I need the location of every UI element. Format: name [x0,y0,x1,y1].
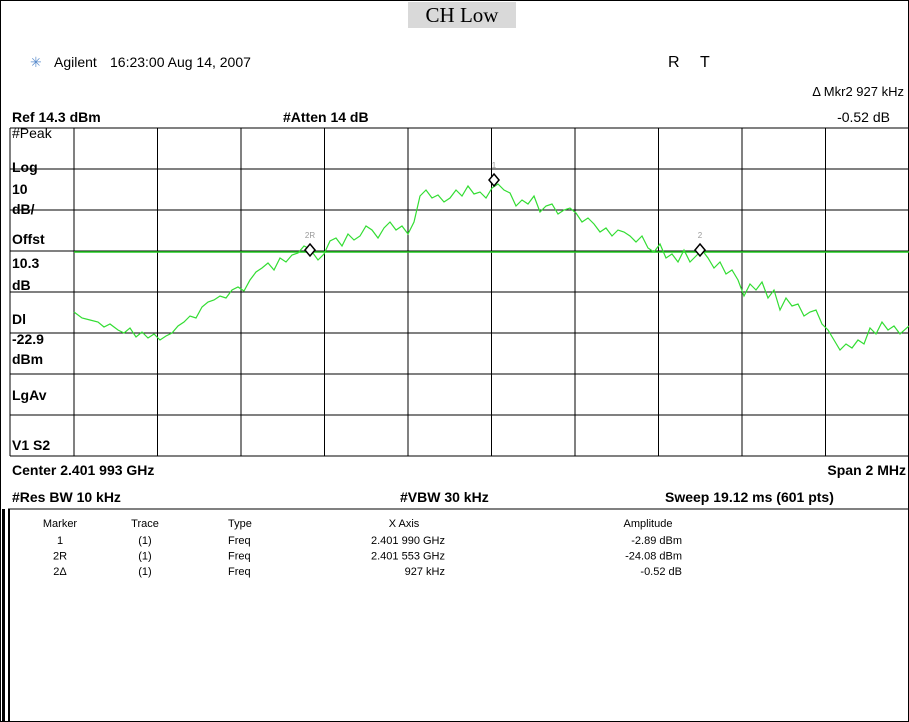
table-cell: (1) [138,566,151,578]
table-cell: 2.401 553 GHz [371,551,445,563]
ref-level: Ref 14.3 dBm [12,109,101,125]
column-header: X Axis [389,518,420,530]
table-cell: 927 kHz [405,566,445,578]
readout-value: -0.52 dB [837,109,890,125]
flag: R [668,54,680,71]
res-bw: #Res BW 10 kHz [12,489,121,505]
left-label: 10 [12,181,28,197]
marker-label: 2R [305,231,315,240]
table-cell: Freq [228,566,251,578]
table-cell: (1) [138,551,151,563]
edge-bar [8,509,10,722]
table-cell: (1) [138,535,151,547]
column-header: Amplitude [624,518,673,530]
table-cell: -2.89 dBm [631,535,682,547]
left-label: dBm [12,351,43,367]
markers: 1 2R 2 [304,161,706,258]
left-label: Dl [12,311,26,327]
table-cell: Freq [228,551,251,563]
left-label: -22.9 [12,331,44,347]
left-label: Offst [12,231,45,247]
left-label: LgAv [12,387,47,403]
table-cell: -24.08 dBm [625,551,682,563]
graticule [9,127,909,457]
marker-diamond [488,172,500,188]
left-label: #Peak [12,125,53,141]
logo: ✳ [30,54,42,70]
table-cell: 2.401 990 GHz [371,535,445,547]
atten: #Atten 14 dB [283,109,369,125]
column-header: Trace [131,518,159,530]
column-header: Type [228,518,252,530]
brand: Agilent [54,54,97,70]
left-label: 10.3 [12,255,39,271]
flag: T [700,54,710,71]
title-bg [408,2,516,28]
sweep: Sweep 19.12 ms (601 pts) [665,489,834,505]
marker-table: Marker Trace Type X Axis Amplitude 1 (1) Freq 2.… [43,518,682,578]
marker-label: 1 [492,161,497,170]
left-label: Log [12,159,38,175]
marker-label: 2 [698,231,703,240]
edge-bar [2,509,5,722]
marker-diamond [304,242,316,258]
table-cell: 2R [53,551,67,563]
title: CH Low [426,3,500,27]
left-label: V1 S2 [12,437,50,453]
span: Span 2 MHz [827,462,906,478]
column-header: Marker [43,518,78,530]
table-cell: 1 [57,535,63,547]
vbw: #VBW 30 kHz [400,489,489,505]
table-cell: -0.52 dB [640,566,682,578]
table-cell: 2Δ [53,566,67,578]
left-labels: #Peak Log 10 dB/Offst 10.3 dB Dl -22.9 dBm LgAv V1… [12,125,53,453]
left-label: dB [12,277,31,293]
marker-readout: Δ Mkr2 927 kHz [812,84,904,99]
table-cell: Freq [228,535,251,547]
trace [73,183,909,351]
center-freq: Center 2.401 993 GHz [12,462,154,478]
datetime: 16:23:00 Aug 14, 2007 [110,54,251,70]
marker-diamond [694,242,706,258]
left-label: dB/ [12,201,35,217]
